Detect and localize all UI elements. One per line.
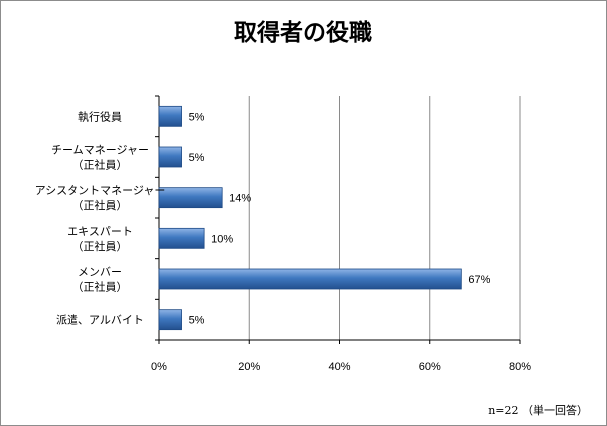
bar <box>158 105 182 127</box>
category-label: 派遣、アルバイト <box>56 313 144 327</box>
bar <box>158 309 182 331</box>
category-label: メンバー <box>78 266 122 279</box>
category-label: 執行役員 <box>78 109 122 123</box>
sample-size-note: n=22 （単一回答） <box>488 403 588 417</box>
x-tick-label: 20% <box>238 361 260 373</box>
data-label: 5% <box>189 111 205 123</box>
category-label: アシスタントマネージャー <box>35 184 166 197</box>
data-label: 14% <box>229 193 251 205</box>
category-label: （正社員） <box>73 198 128 212</box>
bar <box>158 227 205 249</box>
data-label: 10% <box>211 233 233 245</box>
bar <box>158 187 223 209</box>
bar <box>158 146 182 168</box>
category-label: （正社員） <box>73 239 128 253</box>
category-label: エキスパート <box>67 225 133 238</box>
data-label: 67% <box>468 274 490 286</box>
bar <box>158 268 462 290</box>
x-tick-label: 60% <box>419 361 441 373</box>
x-tick-label: 80% <box>509 361 531 373</box>
category-label: （正社員） <box>73 158 128 172</box>
chart-title: 取得者の役職 <box>234 19 372 46</box>
x-tick-label: 40% <box>328 361 350 373</box>
data-label: 5% <box>189 315 205 327</box>
x-tick-label: 0% <box>151 361 167 373</box>
data-label: 5% <box>189 152 205 164</box>
category-label: チームマネージャー <box>51 144 149 157</box>
category-label: （正社員） <box>73 280 128 294</box>
